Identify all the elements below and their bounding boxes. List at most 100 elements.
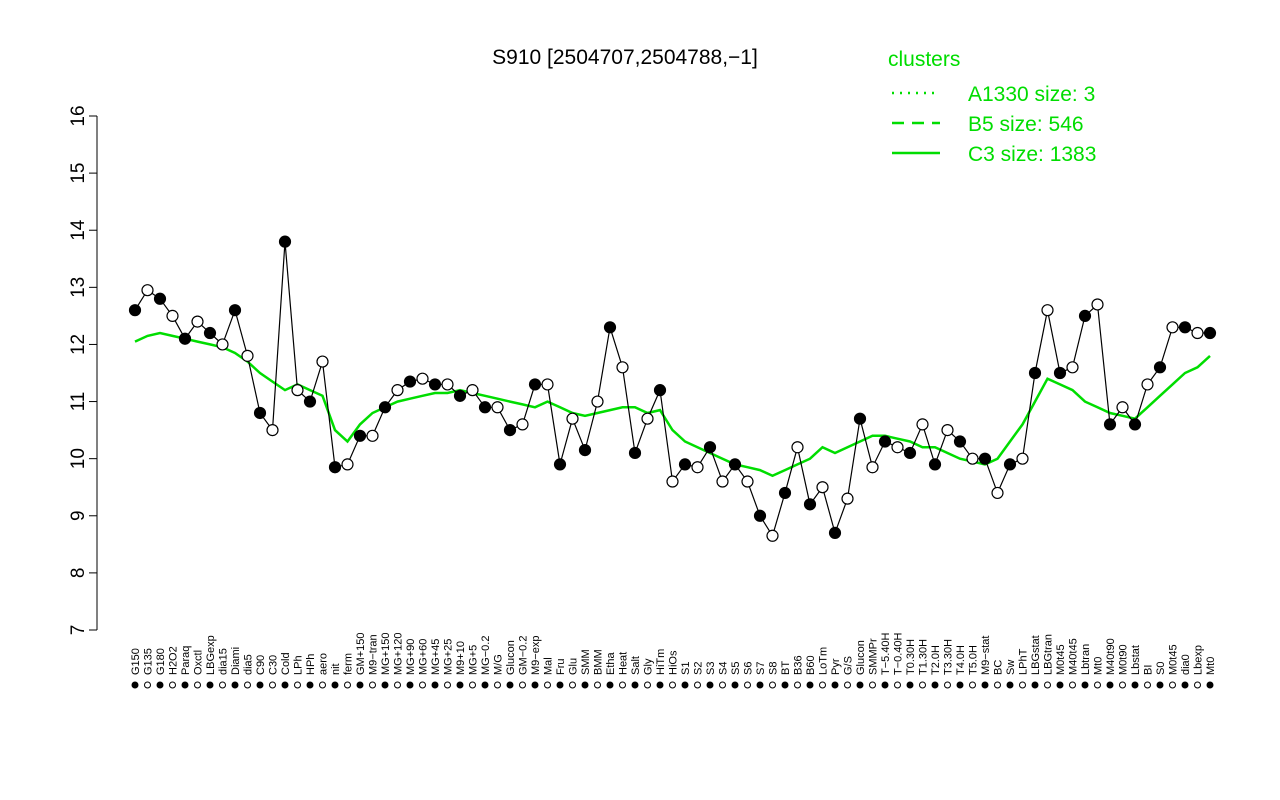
x-tick-label: Salt — [630, 656, 642, 675]
x-rug-marker — [731, 681, 739, 689]
x-rug-marker — [494, 681, 501, 689]
x-rug-marker — [606, 681, 614, 689]
x-rug-marker — [944, 681, 951, 689]
data-point — [241, 349, 254, 362]
x-rug-marker — [406, 681, 414, 689]
data-point — [1028, 366, 1042, 380]
legend-title: clusters — [888, 48, 960, 71]
x-tick-label: GM+150 — [355, 633, 367, 676]
points-layer — [128, 235, 1217, 542]
data-point — [1203, 326, 1217, 340]
x-rug-marker — [181, 681, 189, 689]
legend-entry-label: C3 size: 1383 — [968, 143, 1096, 166]
x-rug-marker — [706, 681, 714, 689]
y-tick-label: 12 — [68, 334, 89, 355]
x-rug-marker — [444, 681, 451, 689]
x-tick-label: G135 — [143, 648, 155, 675]
x-tick-label: GM−0.2 — [518, 636, 530, 675]
x-rug-marker — [806, 681, 814, 689]
x-tick-label: BC — [993, 660, 1005, 675]
data-point — [678, 458, 692, 471]
x-tick-label: Sw — [1005, 660, 1017, 675]
data-point — [716, 475, 729, 488]
data-point — [1053, 366, 1067, 380]
data-point — [228, 304, 242, 317]
x-tick-label: BT — [780, 661, 792, 675]
x-rug-marker — [556, 681, 564, 689]
x-tick-label: ferm — [343, 653, 355, 675]
x-rug-marker — [956, 681, 964, 689]
x-tick-label: HiTm — [655, 649, 667, 675]
x-rug-marker — [894, 681, 901, 689]
data-point — [253, 406, 267, 420]
data-point — [953, 435, 967, 448]
x-tick-label: M0t45 — [1168, 644, 1180, 675]
x-tick-label: Lbstat — [1130, 645, 1142, 675]
x-tick-label: nit — [330, 663, 342, 675]
y-tick-label: 8 — [68, 568, 89, 579]
data-point — [1103, 418, 1117, 431]
x-tick-label: Pyr — [830, 658, 842, 675]
data-point — [691, 461, 704, 474]
x-rug-marker — [294, 681, 301, 689]
x-tick-label: G/S — [843, 656, 855, 675]
y-tick-label: 10 — [68, 448, 89, 469]
x-rug-marker — [781, 681, 789, 689]
data-point — [866, 461, 879, 474]
x-tick-label: Mt0 — [1205, 657, 1217, 675]
x-rug-marker — [656, 681, 664, 689]
x-rug-marker — [1069, 681, 1076, 689]
x-tick-label: MG+150 — [380, 633, 392, 676]
x-tick-label: M9−exp — [530, 636, 542, 675]
data-point — [316, 355, 329, 368]
x-tick-label: S2 — [693, 662, 705, 675]
y-axis: 7 8 9 10 11 12 13 14 15 16 — [68, 105, 98, 635]
x-tick-label: M/G — [493, 654, 505, 675]
data-point — [1153, 361, 1167, 374]
x-tick-label: G150 — [130, 648, 142, 675]
x-tick-label: H2O2 — [168, 646, 180, 675]
data-point — [541, 378, 554, 391]
x-tick-label: MG+90 — [405, 639, 417, 675]
data-point — [566, 412, 579, 425]
x-tick-label: MG+25 — [443, 639, 455, 675]
x-rug-marker — [194, 681, 201, 689]
data-point — [403, 375, 417, 388]
data-point — [778, 486, 792, 500]
data-point — [653, 384, 667, 397]
x-tick-label: Paraq — [180, 646, 192, 675]
x-rug-marker — [869, 681, 876, 689]
x-rug-marker — [456, 681, 464, 689]
x-tick-label: M40t90 — [1105, 638, 1117, 675]
data-point — [741, 475, 754, 488]
data-point — [966, 452, 979, 465]
x-tick-label: SMMPr — [868, 638, 880, 675]
x-rug-marker — [581, 681, 589, 689]
x-rug-marker — [1144, 681, 1151, 689]
x-rug-marker — [1094, 681, 1101, 689]
data-point — [466, 384, 479, 397]
x-rug-marker — [1031, 681, 1039, 689]
data-point — [378, 401, 392, 414]
x-tick-label: T2.0H — [930, 645, 942, 675]
x-tick-label: S3 — [705, 662, 717, 675]
x-rug-marker — [681, 681, 689, 689]
data-point — [603, 321, 617, 334]
x-rug-marker — [394, 681, 401, 689]
data-point — [141, 284, 154, 297]
x-tick-label: SMM — [580, 649, 592, 675]
x-tick-label: Glucon — [505, 640, 517, 675]
x-tick-label: B60 — [805, 655, 817, 675]
x-tick-label: T−0.40H — [893, 632, 905, 675]
data-point — [1191, 326, 1204, 340]
x-rug-marker — [1181, 681, 1189, 689]
x-tick-label: Diami — [230, 647, 242, 675]
x-rug-marker — [794, 681, 801, 689]
data-point — [303, 395, 317, 408]
x-rug-marker — [256, 681, 264, 689]
data-point — [1078, 309, 1092, 322]
x-tick-label: dia5 — [243, 654, 255, 675]
x-rug-marker — [881, 681, 889, 689]
data-point — [178, 332, 192, 345]
x-tick-label: LBGtran — [1043, 634, 1055, 675]
